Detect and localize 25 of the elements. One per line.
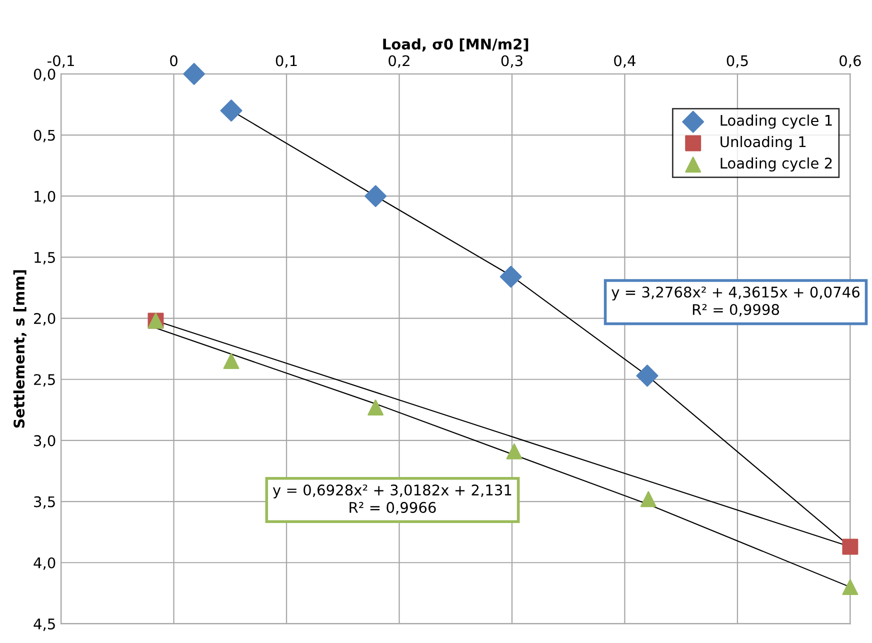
- y-tick-label: 4,0: [34, 557, 56, 570]
- legend-label: Loading cycle 1: [720, 114, 832, 129]
- y-tick-label: 3,0: [34, 435, 56, 448]
- x-tick-label: 0,6: [840, 55, 861, 68]
- x-tick-label: 0,1: [276, 55, 297, 68]
- x-tick-label: 0: [170, 55, 178, 66]
- x-axis-title: Load, σ0 [MN/m2]: [383, 38, 528, 52]
- annotation: y = 3,2768x² + 4,3615x + 0,0746 R² = 0,9998: [612, 286, 860, 317]
- y-axis-title: Settlement, s [mm]: [13, 270, 26, 428]
- y-tick-label: 3,5: [34, 496, 55, 509]
- y-tick-label: 1,5: [34, 252, 55, 264]
- y-tick-label: 0,0: [34, 68, 56, 82]
- x-tick-label: 0,2: [388, 55, 410, 68]
- y-tick-label: 1,0: [34, 190, 56, 204]
- x-tick-label: -0,1: [48, 55, 74, 68]
- y-tick-label: 4,5: [34, 618, 55, 631]
- y-tick-label: 2,0: [34, 313, 56, 326]
- x-tick-label: 0,4: [614, 55, 636, 68]
- y-tick-label: 2,5: [34, 374, 55, 387]
- x-tick-label: 0,5: [726, 55, 748, 68]
- legend-label: Unloading 1: [720, 136, 806, 150]
- x-tick-label: 0,3: [501, 55, 522, 68]
- legend-label: Loading cycle 2: [720, 157, 832, 172]
- y-tick-label: 0,5: [34, 130, 55, 142]
- annotation: y = 0,6928x² + 3,0182x + 2,131 R² = 0,9966: [272, 484, 512, 514]
